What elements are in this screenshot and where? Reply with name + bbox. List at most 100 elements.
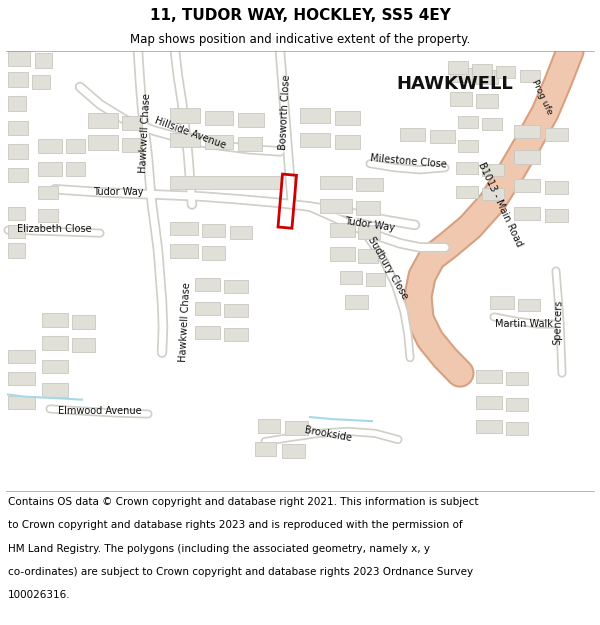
Polygon shape bbox=[506, 422, 528, 436]
Polygon shape bbox=[482, 118, 502, 130]
Polygon shape bbox=[8, 243, 25, 258]
Polygon shape bbox=[205, 111, 233, 125]
Polygon shape bbox=[430, 130, 455, 143]
Polygon shape bbox=[72, 338, 95, 352]
Polygon shape bbox=[335, 111, 360, 125]
Polygon shape bbox=[358, 225, 380, 239]
Polygon shape bbox=[450, 68, 472, 82]
Polygon shape bbox=[8, 168, 28, 182]
Polygon shape bbox=[285, 421, 308, 436]
Polygon shape bbox=[366, 273, 385, 286]
Polygon shape bbox=[122, 138, 142, 152]
Polygon shape bbox=[514, 151, 540, 164]
Polygon shape bbox=[202, 246, 225, 260]
Text: Tudor Way: Tudor Way bbox=[344, 216, 396, 233]
Polygon shape bbox=[42, 360, 68, 373]
Polygon shape bbox=[458, 140, 478, 152]
Polygon shape bbox=[300, 133, 330, 148]
Polygon shape bbox=[330, 223, 355, 238]
Polygon shape bbox=[170, 109, 200, 122]
Polygon shape bbox=[8, 72, 28, 87]
Polygon shape bbox=[230, 226, 252, 239]
Polygon shape bbox=[518, 299, 540, 311]
Polygon shape bbox=[335, 135, 360, 149]
Text: Sudbury Close: Sudbury Close bbox=[366, 235, 410, 301]
Polygon shape bbox=[88, 112, 118, 128]
Polygon shape bbox=[506, 398, 528, 411]
Polygon shape bbox=[72, 315, 95, 329]
Text: Spencers: Spencers bbox=[552, 299, 564, 345]
Polygon shape bbox=[450, 92, 472, 106]
Polygon shape bbox=[300, 109, 330, 122]
Polygon shape bbox=[170, 133, 200, 148]
Text: HAWKWELL: HAWKWELL bbox=[397, 75, 514, 93]
Polygon shape bbox=[456, 162, 478, 174]
Polygon shape bbox=[545, 128, 568, 141]
Polygon shape bbox=[224, 328, 248, 341]
Polygon shape bbox=[358, 249, 378, 262]
Polygon shape bbox=[42, 383, 68, 397]
Polygon shape bbox=[482, 188, 504, 201]
Bar bbox=[278, 174, 296, 228]
Polygon shape bbox=[320, 199, 352, 212]
Polygon shape bbox=[8, 225, 25, 238]
Polygon shape bbox=[476, 396, 502, 409]
Polygon shape bbox=[476, 69, 498, 84]
Text: Brookside: Brookside bbox=[304, 426, 352, 444]
Polygon shape bbox=[238, 112, 264, 127]
Text: Martin Walk: Martin Walk bbox=[495, 319, 553, 329]
Polygon shape bbox=[224, 280, 248, 293]
Polygon shape bbox=[255, 442, 276, 456]
Polygon shape bbox=[514, 179, 540, 192]
Polygon shape bbox=[8, 207, 25, 220]
Polygon shape bbox=[195, 302, 220, 315]
Polygon shape bbox=[282, 444, 305, 458]
Polygon shape bbox=[35, 53, 52, 68]
Polygon shape bbox=[202, 224, 225, 238]
Text: Tudor Way: Tudor Way bbox=[93, 188, 143, 198]
Polygon shape bbox=[496, 66, 515, 78]
Polygon shape bbox=[472, 64, 492, 76]
Polygon shape bbox=[224, 304, 248, 317]
Polygon shape bbox=[476, 420, 502, 433]
Polygon shape bbox=[476, 94, 498, 109]
Text: Hawkwell Chase: Hawkwell Chase bbox=[138, 93, 152, 173]
Text: 11, TUDOR WAY, HOCKLEY, SS5 4EY: 11, TUDOR WAY, HOCKLEY, SS5 4EY bbox=[149, 8, 451, 23]
Polygon shape bbox=[545, 181, 568, 194]
Polygon shape bbox=[205, 135, 233, 149]
Text: Bosworth Close: Bosworth Close bbox=[278, 74, 292, 151]
Polygon shape bbox=[38, 209, 58, 222]
Polygon shape bbox=[514, 125, 540, 138]
Text: Contains OS data © Crown copyright and database right 2021. This information is : Contains OS data © Crown copyright and d… bbox=[8, 498, 479, 508]
Text: to Crown copyright and database rights 2023 and is reproduced with the permissio: to Crown copyright and database rights 2… bbox=[8, 521, 463, 531]
Polygon shape bbox=[490, 296, 514, 309]
Polygon shape bbox=[195, 278, 220, 291]
Polygon shape bbox=[38, 162, 62, 176]
Text: Hillside Avenue: Hillside Avenue bbox=[153, 116, 227, 151]
Polygon shape bbox=[345, 296, 368, 309]
Text: Hawkwell Chase: Hawkwell Chase bbox=[178, 282, 192, 362]
Polygon shape bbox=[38, 186, 58, 199]
Text: Milestone Close: Milestone Close bbox=[370, 153, 446, 170]
Polygon shape bbox=[340, 271, 362, 284]
Polygon shape bbox=[170, 222, 198, 235]
Polygon shape bbox=[195, 326, 220, 339]
Polygon shape bbox=[38, 139, 62, 153]
Text: Map shows position and indicative extent of the property.: Map shows position and indicative extent… bbox=[130, 34, 470, 46]
Polygon shape bbox=[88, 135, 118, 151]
Polygon shape bbox=[66, 162, 85, 176]
Polygon shape bbox=[170, 244, 198, 258]
Polygon shape bbox=[8, 144, 28, 159]
Text: Elmwood Avenue: Elmwood Avenue bbox=[58, 406, 142, 416]
Text: co-ordinates) are subject to Crown copyright and database rights 2023 Ordnance S: co-ordinates) are subject to Crown copyr… bbox=[8, 567, 473, 577]
Polygon shape bbox=[506, 372, 528, 386]
Polygon shape bbox=[258, 419, 280, 433]
Polygon shape bbox=[356, 178, 383, 191]
Polygon shape bbox=[122, 116, 142, 130]
Polygon shape bbox=[330, 248, 355, 261]
Polygon shape bbox=[458, 116, 478, 128]
Polygon shape bbox=[476, 370, 502, 383]
Text: HM Land Registry. The polygons (including the associated geometry, namely x, y: HM Land Registry. The polygons (includin… bbox=[8, 544, 430, 554]
Polygon shape bbox=[32, 75, 50, 89]
Text: Elizabeth Close: Elizabeth Close bbox=[17, 224, 91, 234]
